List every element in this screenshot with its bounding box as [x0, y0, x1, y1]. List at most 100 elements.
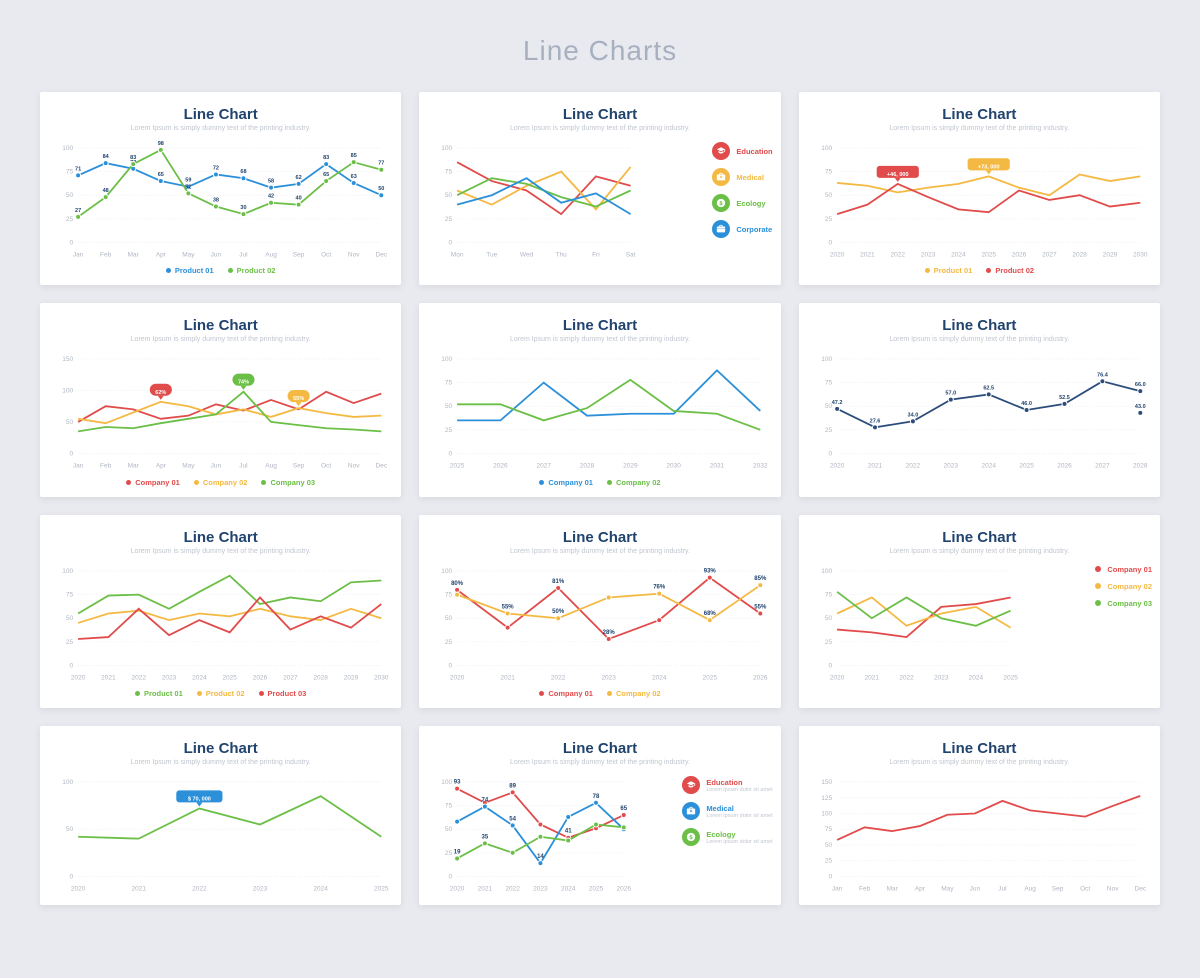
legend: Company 01Company 02: [429, 689, 770, 698]
svg-text:27: 27: [75, 208, 81, 214]
card-subtitle: Lorem Ipsum is simply dummy text of the …: [429, 759, 770, 766]
svg-text:2025: 2025: [1019, 463, 1034, 470]
medkit-icon: [712, 168, 730, 186]
svg-text:100: 100: [62, 568, 73, 575]
svg-text:50: 50: [66, 827, 74, 834]
svg-text:Apr: Apr: [156, 251, 167, 258]
svg-text:2025: 2025: [450, 463, 465, 470]
svg-text:2020: 2020: [830, 463, 845, 470]
card-subtitle: Lorem Ipsum is simply dummy text of the …: [50, 336, 391, 343]
svg-text:40: 40: [296, 196, 302, 202]
svg-text:58: 58: [268, 179, 274, 185]
svg-text:+73, 000: +73, 000: [978, 164, 1000, 170]
legend: Product 01Product 02: [809, 266, 1150, 275]
card-title: Line Chart: [809, 740, 1150, 757]
svg-text:14: 14: [537, 855, 544, 861]
svg-text:Oct: Oct: [321, 251, 331, 258]
svg-text:75: 75: [445, 592, 453, 599]
svg-text:50: 50: [66, 419, 74, 426]
svg-text:0: 0: [449, 662, 453, 669]
card-title: Line Chart: [809, 106, 1150, 123]
svg-text:75: 75: [825, 380, 833, 387]
svg-text:2022: 2022: [899, 674, 914, 681]
svg-text:50: 50: [825, 192, 833, 199]
card-title: Line Chart: [50, 529, 391, 546]
svg-text:62%: 62%: [155, 390, 166, 396]
chart-area: 0255075100202020212022202320242025202620…: [50, 563, 391, 683]
svg-text:50: 50: [66, 192, 74, 199]
svg-text:25: 25: [825, 639, 833, 646]
svg-text:100: 100: [442, 357, 453, 364]
svg-text:Jan: Jan: [832, 886, 843, 893]
chart-card-c4: Line ChartLorem Ipsum is simply dummy te…: [40, 303, 401, 496]
svg-text:Apr: Apr: [914, 886, 925, 893]
svg-text:50: 50: [445, 192, 453, 199]
chart-card-c6: Line ChartLorem Ipsum is simply dummy te…: [799, 303, 1160, 496]
svg-text:43.0: 43.0: [1135, 404, 1146, 410]
svg-text:98: 98: [158, 141, 164, 147]
svg-text:Jun: Jun: [969, 886, 980, 893]
svg-text:0: 0: [69, 451, 73, 458]
svg-text:Sep: Sep: [293, 251, 305, 258]
svg-text:Mar: Mar: [128, 463, 140, 470]
svg-text:Jul: Jul: [239, 463, 248, 470]
svg-text:Dec: Dec: [375, 251, 387, 258]
legend-item: Product 02: [986, 266, 1034, 275]
card-subtitle: Lorem Ipsum is simply dummy text of the …: [50, 548, 391, 555]
chart-area: 0255075100125150JanFebMarAprMayJunJulAug…: [809, 774, 1150, 894]
chart-card-c7: Line Chart Lorem Ipsum is simply dummy te…: [40, 515, 401, 708]
legend-item: Company 01: [539, 689, 593, 698]
svg-text:100: 100: [821, 357, 832, 364]
svg-text:63: 63: [351, 174, 357, 180]
svg-text:Feb: Feb: [859, 886, 871, 893]
svg-text:2027: 2027: [283, 674, 298, 681]
svg-text:35: 35: [482, 835, 489, 841]
legend: Product 01Product 02: [50, 266, 391, 275]
svg-text:50: 50: [825, 615, 833, 622]
svg-text:74: 74: [482, 798, 489, 804]
svg-text:89: 89: [510, 784, 517, 790]
svg-text:100: 100: [62, 779, 73, 786]
legend: Company 01Company 02Company 03: [50, 478, 391, 487]
svg-text:0: 0: [449, 239, 453, 246]
svg-text:2021: 2021: [860, 251, 875, 258]
card-title: Line Chart: [50, 740, 391, 757]
svg-text:Fri: Fri: [592, 251, 600, 258]
svg-text:100: 100: [821, 811, 832, 818]
svg-text:28%: 28%: [603, 630, 616, 636]
svg-text:65: 65: [323, 172, 329, 178]
svg-text:2026: 2026: [493, 463, 508, 470]
chart-grid: Line Chart Lorem Ipsum is simply dummy te…: [40, 92, 1160, 905]
medkit-icon: [682, 802, 700, 820]
svg-text:93: 93: [454, 780, 461, 786]
svg-text:55%: 55%: [293, 397, 304, 403]
chart-card-c9: Line ChartLorem Ipsum is simply dummy te…: [799, 515, 1160, 708]
svg-text:2021: 2021: [101, 674, 116, 681]
svg-text:25: 25: [66, 216, 74, 223]
svg-text:Wed: Wed: [520, 251, 534, 258]
svg-text:Mar: Mar: [128, 251, 140, 258]
svg-text:62.5: 62.5: [983, 386, 994, 392]
svg-text:2024: 2024: [561, 886, 576, 893]
svg-text:2020: 2020: [450, 674, 465, 681]
svg-text:2023: 2023: [934, 674, 949, 681]
svg-text:2022: 2022: [131, 674, 146, 681]
svg-text:38: 38: [213, 198, 219, 204]
legend-right: Company 01Company 02Company 03: [1095, 565, 1152, 608]
legend-item: MedicalLorem ipsum dolor sit amet: [682, 802, 772, 820]
chart-area: 0255075100202020212022202320242025202620…: [809, 351, 1150, 471]
svg-text:54: 54: [510, 817, 517, 823]
svg-text:25: 25: [445, 639, 453, 646]
svg-text:$ 70, 000: $ 70, 000: [188, 797, 211, 803]
svg-text:Oct: Oct: [1080, 886, 1090, 893]
svg-text:80%: 80%: [451, 581, 464, 587]
legend-item: Product 03: [259, 689, 307, 698]
svg-text:2024: 2024: [981, 463, 996, 470]
legend-item: Company 03: [1095, 599, 1152, 608]
card-subtitle: Lorem Ipsum is simply dummy text of the …: [809, 336, 1150, 343]
svg-text:2028: 2028: [1133, 463, 1148, 470]
legend-item: Product 02: [197, 689, 245, 698]
svg-text:2023: 2023: [253, 886, 268, 893]
svg-text:2024: 2024: [968, 674, 983, 681]
svg-text:57.0: 57.0: [945, 391, 956, 397]
